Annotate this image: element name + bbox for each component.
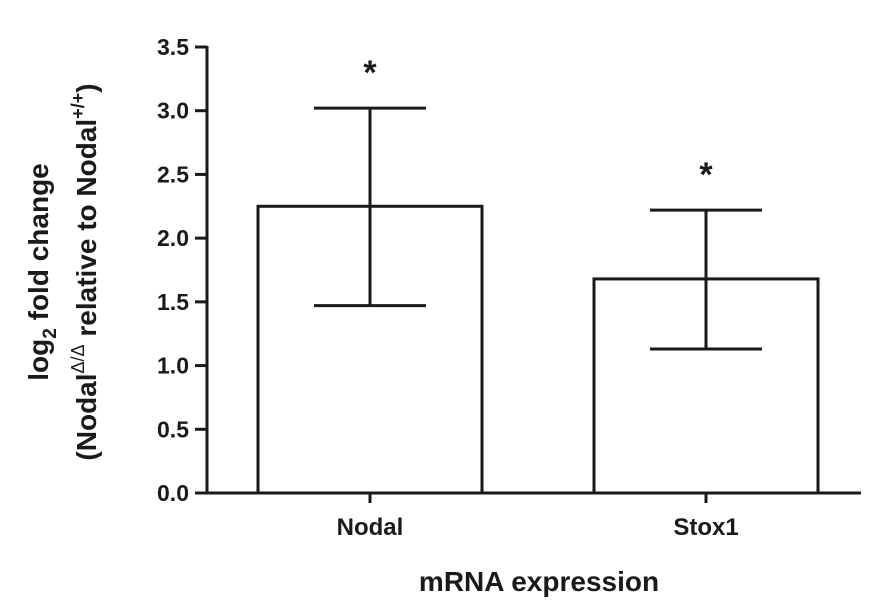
y-axis-title-line2: (NodalΔ/Δ relative to Nodal+/+) xyxy=(68,83,102,460)
significance-star: * xyxy=(699,156,713,194)
y-axis-title: log2 fold change (NodalΔ/Δ relative to N… xyxy=(23,83,102,460)
y-tick-label: 3.0 xyxy=(157,98,189,124)
y-tick-label: 2.0 xyxy=(157,225,189,251)
x-tick-label: Nodal xyxy=(337,514,404,541)
y-tick-label: 0.5 xyxy=(157,416,189,442)
significance-star: * xyxy=(363,54,377,92)
y-axis-title-line1: log2 fold change xyxy=(23,163,61,380)
y-tick-label: 1.5 xyxy=(157,289,189,315)
y-tick-label: 0.0 xyxy=(157,480,189,506)
x-axis-title: mRNA expression xyxy=(419,566,659,597)
y-tick-label: 2.5 xyxy=(157,161,189,187)
y-tick-label: 3.5 xyxy=(157,34,189,60)
y-tick-label: 1.0 xyxy=(157,353,189,379)
x-tick-label: Stox1 xyxy=(673,514,738,541)
